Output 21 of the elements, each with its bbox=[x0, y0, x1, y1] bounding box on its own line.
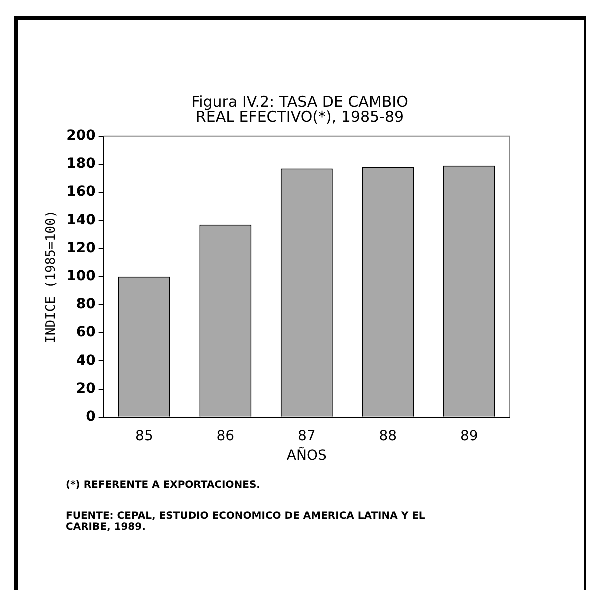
x-axis-title: AÑOS bbox=[286, 447, 327, 464]
x-tick-label: 85 bbox=[136, 428, 154, 444]
source-note: FUENTE: CEPAL, ESTUDIO ECONOMICO DE AMERICA LATINA Y EL CARIBE, 1989. bbox=[66, 511, 426, 533]
x-tick-label: 87 bbox=[298, 428, 316, 444]
y-tick-label: 100 bbox=[66, 268, 96, 285]
y-tick-label: 200 bbox=[66, 128, 96, 144]
y-tick-label: 120 bbox=[66, 240, 96, 256]
y-tick-label: 60 bbox=[76, 324, 96, 341]
y-tick-label: 140 bbox=[66, 212, 96, 228]
y-tick-label: 160 bbox=[66, 184, 96, 200]
x-tick-label: 89 bbox=[460, 428, 478, 444]
x-tick-label: 88 bbox=[379, 428, 398, 444]
y-tick-label: 40 bbox=[76, 352, 96, 369]
text: (*) REFERENTE A EXPORTACIONES. bbox=[66, 480, 262, 491]
y-tick-label: 80 bbox=[76, 296, 96, 313]
y-tick-label: 0 bbox=[86, 409, 96, 426]
chart-title: Figura IV.2: TASA DE CAMBIO REAL EFECTIVO(*), 1985-89 bbox=[190, 93, 410, 126]
y-tick-label: 180 bbox=[66, 156, 96, 172]
x-tick-label: 86 bbox=[216, 428, 235, 444]
y-tick-label: 20 bbox=[76, 380, 96, 397]
y-axis-title: INDICE (1985=100) bbox=[44, 210, 60, 344]
